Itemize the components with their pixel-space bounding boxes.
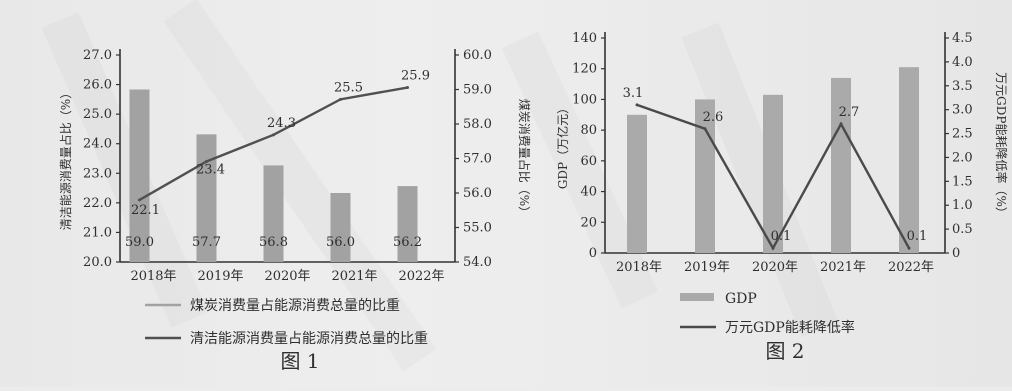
bar-data-label: 56.0: [326, 235, 355, 250]
x-tick-label: 2019年: [684, 260, 730, 275]
right-axis-title: 万元GDP能耗降低率（%）: [994, 72, 1009, 219]
line-data-label: 0.1: [907, 229, 928, 244]
line-point-0: [138, 198, 141, 202]
bar-0: [129, 89, 150, 262]
left-tick-label: 40: [580, 185, 597, 200]
x-tick-label: 2018年: [130, 269, 176, 284]
legend-label: GDP: [725, 291, 757, 307]
line-data-label: 2.7: [839, 105, 860, 120]
right-tick-label: 59.0: [463, 83, 492, 98]
bar-data-label: 56.8: [259, 235, 288, 250]
x-tick-label: 2021年: [820, 260, 866, 275]
chart-1: 20.0 21.0 22.0 23.0 24.0 25.0 26.0 27.0 54.0 55.0…: [58, 48, 532, 373]
right-tick-label: 57.0: [463, 152, 492, 167]
bar-1: [196, 134, 217, 262]
line-data-label: 25.5: [334, 80, 363, 95]
line-data-label: 3.1: [623, 86, 644, 101]
right-tick-label: 60.0: [463, 48, 492, 63]
bar-2: [763, 94, 783, 253]
right-tick-label: 1.0: [952, 198, 973, 213]
left-tick-label: 22.0: [83, 196, 112, 211]
right-tick-label: 4.0: [952, 55, 973, 70]
left-tick-label: 120: [572, 62, 597, 77]
right-tick-label: 56.0: [463, 186, 492, 201]
bar-data-label: 56.2: [393, 235, 422, 250]
left-tick-label: 80: [580, 123, 597, 138]
x-tick-label: 2022年: [398, 269, 444, 284]
x-tick-label: 2022年: [888, 260, 934, 275]
legend-swatch-bar: [680, 293, 714, 301]
left-tick-label: 27.0: [83, 48, 112, 63]
left-tick-label: 100: [572, 92, 597, 107]
legend-label: 清洁能源消费量占能源消费总量的比重: [190, 331, 428, 347]
x-tick-label: 2018年: [616, 260, 662, 275]
left-tick-label: 23.0: [83, 166, 112, 181]
bar-3: [831, 77, 851, 253]
right-tick-label: 58.0: [463, 117, 492, 132]
line-point-1: [205, 159, 208, 163]
left-axis-title: 清洁能源消费量占比（%）: [58, 87, 73, 230]
line-data-label: 25.9: [401, 69, 430, 84]
right-tick-label: 55.0: [463, 221, 492, 236]
left-tick-label: 140: [572, 31, 597, 46]
line-point-1: [703, 127, 707, 131]
bar-3: [330, 193, 351, 262]
right-tick-label: 4.5: [952, 31, 973, 46]
x-tick-label: 2020年: [264, 269, 310, 284]
right-tick-label: 3.0: [952, 103, 973, 118]
line-data-label: 22.1: [131, 203, 160, 218]
line-point-3: [339, 97, 342, 101]
bar-2: [263, 165, 284, 262]
left-tick-label: 26.0: [83, 78, 112, 93]
figure-caption: 图 1: [280, 349, 319, 373]
left-axis-title: GDP（万亿元）: [555, 102, 570, 189]
right-tick-label: 1.5: [952, 174, 973, 189]
x-tick-label: 2019年: [197, 269, 243, 284]
line-data-label: 2.6: [703, 110, 724, 125]
right-tick-label: 2.0: [952, 150, 973, 165]
line-data-label: 24.3: [267, 116, 296, 131]
line-point-4: [406, 86, 409, 90]
line-data-label: 0.1: [771, 229, 792, 244]
bar-data-label: 59.0: [125, 235, 154, 250]
right-tick-label: 0.5: [952, 222, 973, 237]
figure-caption: 图 2: [765, 339, 804, 363]
x-tick-label: 2020年: [752, 260, 798, 275]
x-tick-label: 2021年: [331, 269, 377, 284]
bar-0: [627, 114, 647, 254]
right-axis-title: 煤炭消费量占比（%）: [517, 99, 532, 218]
right-tick-label: 54.0: [463, 255, 492, 270]
bar-4: [397, 186, 418, 262]
left-tick-label: 24.0: [83, 137, 112, 152]
left-tick-label: 60: [580, 154, 597, 169]
line-data-label: 23.4: [196, 162, 225, 177]
line-point-4: [907, 246, 911, 250]
right-tick-label: 0: [952, 246, 960, 261]
legend-label: 煤炭消费量占能源消费总量的比重: [190, 298, 400, 314]
line-point-3: [839, 122, 843, 126]
legend-label: 万元GDP能耗降低率: [725, 319, 855, 336]
left-tick-label: 21.0: [83, 225, 112, 240]
bar-data-label: 57.7: [192, 235, 221, 250]
left-tick-label: 0: [589, 246, 597, 261]
right-tick-label: 3.5: [952, 79, 973, 94]
left-tick-label: 20.0: [83, 255, 112, 270]
right-tick-label: 2.5: [952, 127, 973, 142]
left-tick-label: 25.0: [83, 107, 112, 122]
bar-4: [899, 67, 919, 253]
line-point-0: [635, 103, 639, 107]
line-point-2: [771, 246, 775, 250]
line-point-2: [272, 133, 275, 137]
chart-2: 0 20 40 60 80 100 120 140 0 0.5 1.0 1.5 2.0 2.5 3.0 3.5…: [555, 31, 1009, 363]
left-tick-label: 20: [580, 215, 597, 230]
